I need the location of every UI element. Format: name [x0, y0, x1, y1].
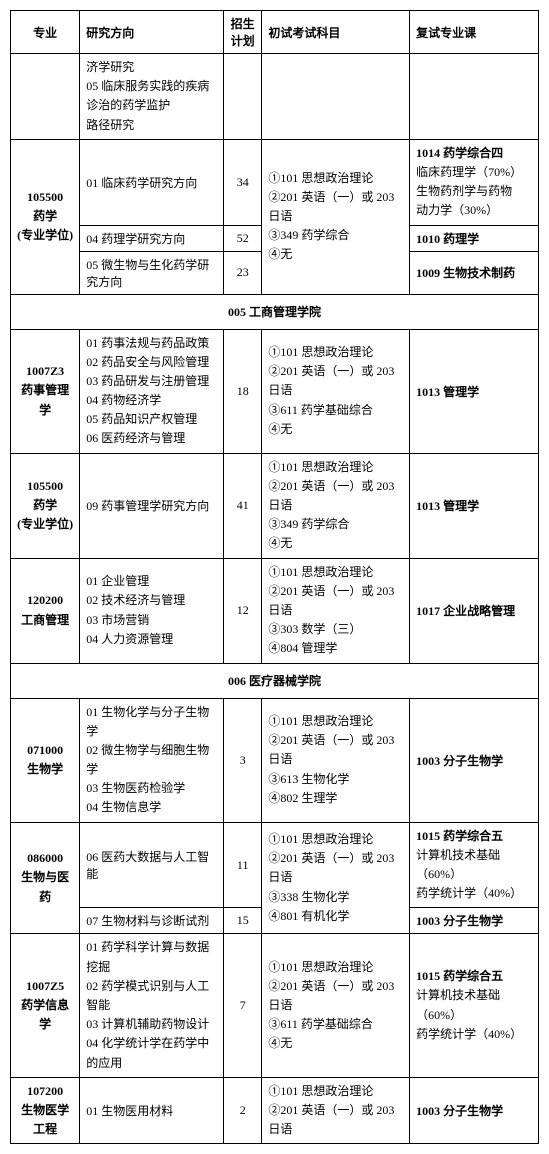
cell-retest: 1014 药学综合四临床药理学（70%）生物药剂学与药物动力学（30%）	[410, 139, 539, 225]
cell-major: 105500药学(专业学位)	[11, 453, 80, 558]
admissions-table: 专业 研究方向 招生计划 初试考试科目 复试专业课 济学研究05 临床服务实践的…	[10, 10, 539, 1144]
cell-retest: 1003 分子生物学	[410, 908, 539, 934]
table-row: 120200工商管理 01 企业管理02 技术经济与管理03 市场营销04 人力…	[11, 558, 539, 663]
cell-retest: 1009 生物技术制药	[410, 251, 539, 294]
cell-major: 1007Z3药事管理学	[11, 329, 80, 453]
table-header-row: 专业 研究方向 招生计划 初试考试科目 复试专业课	[11, 11, 539, 54]
cell-plan: 52	[224, 225, 262, 251]
cell-retest: 1010 药理学	[410, 225, 539, 251]
cell-exam: ①101 思想政治理论②201 英语（一）或 203 日语③349 药学综合④无	[262, 139, 410, 294]
cell-plan: 23	[224, 251, 262, 294]
cell-exam: ①101 思想政治理论②201 英语（一）或 203 日语③611 药学基础综合…	[262, 934, 410, 1077]
cell-major: 107200生物医学工程	[11, 1077, 80, 1144]
cell-retest: 1013 管理学	[410, 453, 539, 558]
cell-plan: 7	[224, 934, 262, 1077]
cell-retest: 1015 药学综合五计算机技术基础（60%）药学统计学（40%）	[410, 934, 539, 1077]
cell-plan-empty	[224, 54, 262, 140]
table-row: 105500药学(专业学位) 09 药事管理学研究方向 41 ①101 思想政治…	[11, 453, 539, 558]
header-direction: 研究方向	[80, 11, 224, 54]
cell-major: 120200工商管理	[11, 558, 80, 663]
cell-plan: 12	[224, 558, 262, 663]
section-header: 006 医疗器械学院	[11, 663, 539, 698]
table-row: 1007Z5药学信息学 01 药学科学计算与数据挖掘02 药学模式识别与人工智能…	[11, 934, 539, 1077]
cell-exam-empty	[262, 54, 410, 140]
cell-retest-empty	[410, 54, 539, 140]
section-header: 005 工商管理学院	[11, 294, 539, 329]
cell-exam: ①101 思想政治理论②201 英语（一）或 203 日语③338 生物化学④8…	[262, 822, 410, 934]
cell-retest: 1015 药学综合五计算机技术基础（60%）药学统计学（40%）	[410, 822, 539, 908]
cell-dir: 01 生物化学与分子生物学02 微生物学与细胞生物学03 生物医药检验学04 生…	[80, 698, 224, 822]
cell-major: 086000生物与医药	[11, 822, 80, 934]
cell-plan: 15	[224, 908, 262, 934]
cell-retest: 1013 管理学	[410, 329, 539, 453]
cell-exam: ①101 思想政治理论②201 英语（一）或 203 日语	[262, 1077, 410, 1144]
cell-dir: 05 微生物与生化药学研究方向	[80, 251, 224, 294]
cell-dir: 06 医药大数据与人工智能	[80, 822, 224, 908]
cell-exam: ①101 思想政治理论②201 英语（一）或 203 日语③349 药学综合④无	[262, 453, 410, 558]
cell-exam: ①101 思想政治理论②201 英语（一）或 203 日语③303 数学（三）④…	[262, 558, 410, 663]
cell-plan: 11	[224, 822, 262, 908]
section-row: 005 工商管理学院	[11, 294, 539, 329]
cell-plan: 18	[224, 329, 262, 453]
cell-major-empty	[11, 54, 80, 140]
cell-plan: 3	[224, 698, 262, 822]
header-retest: 复试专业课	[410, 11, 539, 54]
cell-exam: ①101 思想政治理论②201 英语（一）或 203 日语③611 药学基础综合…	[262, 329, 410, 453]
cell-dir: 09 药事管理学研究方向	[80, 453, 224, 558]
section-row: 006 医疗器械学院	[11, 663, 539, 698]
cell-retest: 1003 分子生物学	[410, 1077, 539, 1144]
header-exam: 初试考试科目	[262, 11, 410, 54]
table-row: 086000生物与医药 06 医药大数据与人工智能 11 ①101 思想政治理论…	[11, 822, 539, 908]
table-row: 071000生物学 01 生物化学与分子生物学02 微生物学与细胞生物学03 生…	[11, 698, 539, 822]
cell-major: 071000生物学	[11, 698, 80, 822]
cell-plan: 2	[224, 1077, 262, 1144]
cell-exam: ①101 思想政治理论②201 英语（一）或 203 日语③613 生物化学④8…	[262, 698, 410, 822]
cell-plan: 41	[224, 453, 262, 558]
cell-dir: 01 药学科学计算与数据挖掘02 药学模式识别与人工智能03 计算机辅助药物设计…	[80, 934, 224, 1077]
table-row: 济学研究05 临床服务实践的疾病诊治的药学监护路径研究	[11, 54, 539, 140]
cell-major: 1007Z5药学信息学	[11, 934, 80, 1077]
cell-dir: 01 临床药学研究方向	[80, 139, 224, 225]
cell-dir: 济学研究05 临床服务实践的疾病诊治的药学监护路径研究	[80, 54, 224, 140]
cell-retest: 1003 分子生物学	[410, 698, 539, 822]
cell-retest: 1017 企业战略管理	[410, 558, 539, 663]
cell-major: 105500药学(专业学位)	[11, 139, 80, 294]
table-row: 1007Z3药事管理学 01 药事法规与药品政策02 药品安全与风险管理03 药…	[11, 329, 539, 453]
cell-dir: 01 生物医用材料	[80, 1077, 224, 1144]
cell-dir: 01 企业管理02 技术经济与管理03 市场营销04 人力资源管理	[80, 558, 224, 663]
header-plan: 招生计划	[224, 11, 262, 54]
cell-dir: 07 生物材料与诊断试剂	[80, 908, 224, 934]
cell-plan: 34	[224, 139, 262, 225]
table-row: 105500药学(专业学位) 01 临床药学研究方向 34 ①101 思想政治理…	[11, 139, 539, 225]
table-row: 107200生物医学工程 01 生物医用材料 2 ①101 思想政治理论②201…	[11, 1077, 539, 1144]
header-major: 专业	[11, 11, 80, 54]
cell-dir: 01 药事法规与药品政策02 药品安全与风险管理03 药品研发与注册管理04 药…	[80, 329, 224, 453]
cell-dir: 04 药理学研究方向	[80, 225, 224, 251]
